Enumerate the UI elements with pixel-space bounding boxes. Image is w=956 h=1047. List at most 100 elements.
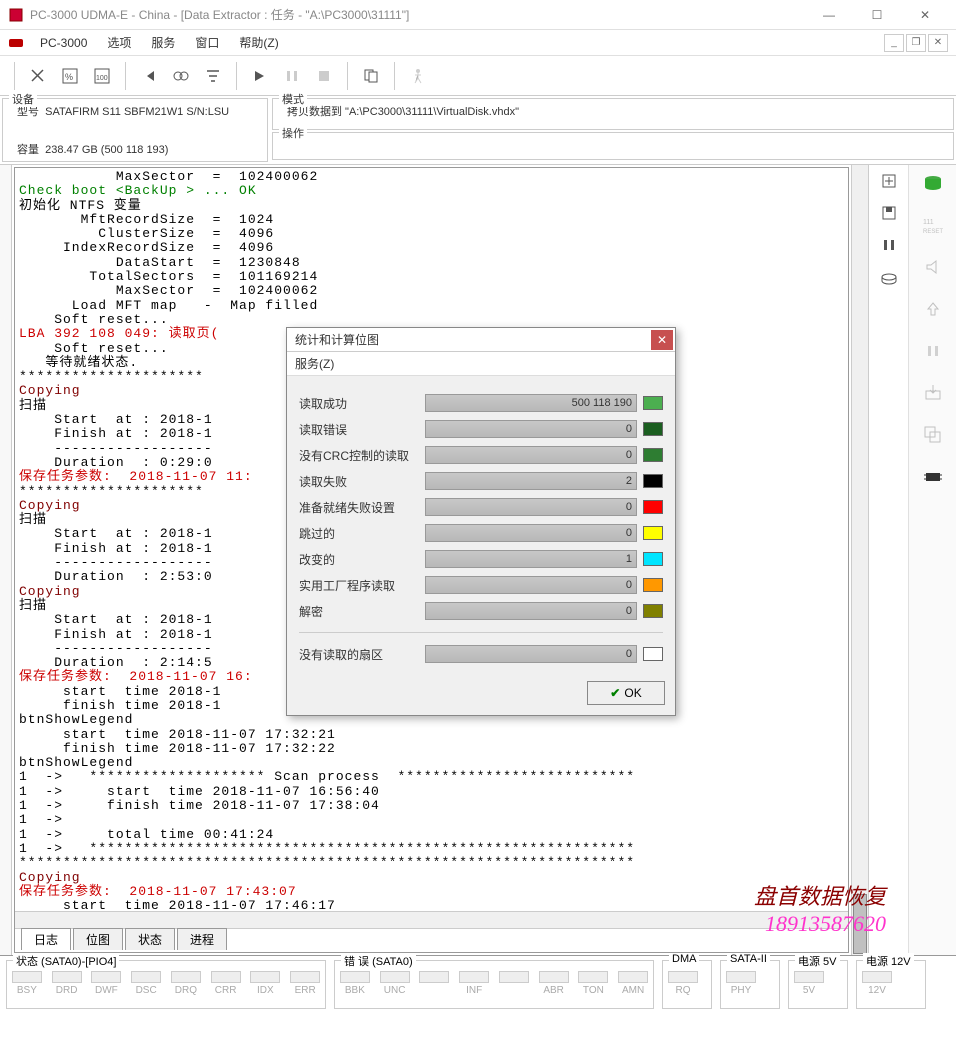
close-button[interactable]: ✕: [902, 1, 948, 29]
pwr12-legend: 电源 12V: [863, 953, 914, 969]
menu-help[interactable]: 帮助(Z): [231, 32, 286, 53]
mdi-restore-button[interactable]: ❐: [906, 34, 926, 52]
tool-pause-icon[interactable]: [277, 61, 307, 91]
stat-label: 读取错误: [299, 421, 419, 438]
r2-reset-icon[interactable]: 111RESET: [917, 211, 949, 239]
app-icon: [8, 7, 24, 23]
r1-save-icon[interactable]: [877, 201, 901, 225]
watermark-text: 盘首数据恢复: [754, 879, 886, 911]
stat-row: 解密0: [299, 598, 663, 624]
tab-process[interactable]: 进程: [177, 928, 227, 950]
led-label: BSY: [9, 985, 45, 996]
dialog-ok-button[interactable]: ✔OK: [587, 681, 665, 705]
stat-label: 解密: [299, 603, 419, 620]
led-label: ABR: [536, 985, 572, 996]
stat-row-unread: 没有读取的扇区0: [299, 641, 663, 667]
sata2-led: PHY: [723, 985, 759, 996]
r1-new-icon[interactable]: [877, 169, 901, 193]
log-line: finish time 2018-11-07 17:32:22: [19, 742, 844, 756]
r2-db-green-icon[interactable]: [917, 169, 949, 197]
tool-skip-icon[interactable]: [134, 61, 164, 91]
mode-path: 拷贝数据到 "A:\PC3000\31111\VirtualDisk.vhdx": [279, 101, 947, 121]
mdi-minimize-button[interactable]: _: [884, 34, 904, 52]
log-line: 1 -> finish time 2018-11-07 17:38:04: [19, 799, 844, 813]
status-led: [211, 971, 241, 983]
window-titlebar: PC-3000 UDMA-E - China - [Data Extractor…: [0, 0, 956, 30]
app-small-icon: [8, 35, 24, 51]
tool-settings-icon[interactable]: [23, 61, 53, 91]
r1-disk-icon[interactable]: [877, 265, 901, 289]
stat-label: 改变的: [299, 551, 419, 568]
stat-row: 改变的 1: [299, 546, 663, 572]
pwr12-led: 12V: [859, 985, 895, 996]
stat-row: 准备就绪失败设置0: [299, 494, 663, 520]
status-led: [340, 971, 370, 983]
status-led: [290, 971, 320, 983]
dialog-title: 统计和计算位图: [295, 331, 651, 348]
log-vscroll[interactable]: [851, 165, 868, 955]
stat-value: 0: [425, 576, 637, 594]
log-hscroll[interactable]: [15, 911, 848, 928]
dialog-menu-service[interactable]: 服务(Z): [287, 352, 675, 376]
menu-app[interactable]: PC-3000: [32, 34, 95, 52]
led-label: TON: [576, 985, 612, 996]
right-toolbar-1: [868, 165, 908, 955]
tool-stop-icon[interactable]: [309, 61, 339, 91]
tool-copy-icon[interactable]: [356, 61, 386, 91]
r2-speaker-icon[interactable]: [917, 253, 949, 281]
minimize-button[interactable]: —: [806, 1, 852, 29]
led-label: IDX: [248, 985, 284, 996]
stat-value: 0: [425, 645, 637, 663]
log-line: Soft reset...: [19, 313, 844, 327]
r1-pause-icon[interactable]: [877, 233, 901, 257]
mdi-close-button[interactable]: ✕: [928, 34, 948, 52]
log-line: IndexRecordSize = 4096: [19, 241, 844, 255]
svg-text:%: %: [65, 72, 73, 82]
stat-label: 准备就绪失败设置: [299, 499, 419, 516]
log-line: TotalSectors = 101169214: [19, 270, 844, 284]
status-led: [618, 971, 648, 983]
led-label: UNC: [377, 985, 413, 996]
log-line: 1 -> ******************** Scan process *…: [19, 770, 844, 784]
capacity-label: 容量: [17, 144, 39, 156]
stat-color-swatch: [643, 552, 663, 566]
ok-label: OK: [624, 686, 641, 700]
status-led: [499, 971, 529, 983]
dialog-close-button[interactable]: ✕: [651, 330, 673, 350]
watermark-phone: 18913587620: [754, 911, 886, 937]
menu-options[interactable]: 选项: [99, 32, 139, 53]
status-led: [131, 971, 161, 983]
log-line: 初始化 NTFS 变量: [19, 199, 844, 213]
toolbar: % 100: [0, 56, 956, 96]
led-label: DRQ: [168, 985, 204, 996]
status-bar: 状态 (SATA0)-[PIO4] BSYDRDDWFDSCDRQCRRIDXE…: [0, 955, 956, 1013]
tab-log[interactable]: 日志: [21, 928, 71, 950]
led-label: AMN: [615, 985, 651, 996]
dialog-titlebar: 统计和计算位图 ✕: [287, 328, 675, 352]
tab-status[interactable]: 状态: [125, 928, 175, 950]
tool-walk-icon[interactable]: [403, 61, 433, 91]
stat-color-swatch: [643, 422, 663, 436]
log-line: start time 2018-11-07 17:46:17: [19, 899, 844, 911]
stat-color-swatch: [643, 500, 663, 514]
tool-100-icon[interactable]: 100: [87, 61, 117, 91]
tool-play-icon[interactable]: [245, 61, 275, 91]
tab-bitmap[interactable]: 位图: [73, 928, 123, 950]
stat-color-swatch: [643, 448, 663, 462]
r2-chip-icon[interactable]: [917, 463, 949, 491]
menu-window[interactable]: 窗口: [187, 32, 227, 53]
mode-legend: 模式: [279, 91, 307, 107]
stat-value: 500 118 190: [425, 394, 637, 412]
menu-service[interactable]: 服务: [143, 32, 183, 53]
maximize-button[interactable]: ☐: [854, 1, 900, 29]
stat-row: 跳过的0: [299, 520, 663, 546]
stat-value: 1: [425, 550, 637, 568]
r2-import-icon[interactable]: [917, 379, 949, 407]
tool-binoculars-icon[interactable]: [166, 61, 196, 91]
r2-pause2-icon[interactable]: [917, 337, 949, 365]
log-line: ClusterSize = 4096: [19, 227, 844, 241]
r2-layers-icon[interactable]: [917, 421, 949, 449]
tool-sort-icon[interactable]: [198, 61, 228, 91]
r2-up-icon[interactable]: [917, 295, 949, 323]
tool-percent-icon[interactable]: %: [55, 61, 85, 91]
